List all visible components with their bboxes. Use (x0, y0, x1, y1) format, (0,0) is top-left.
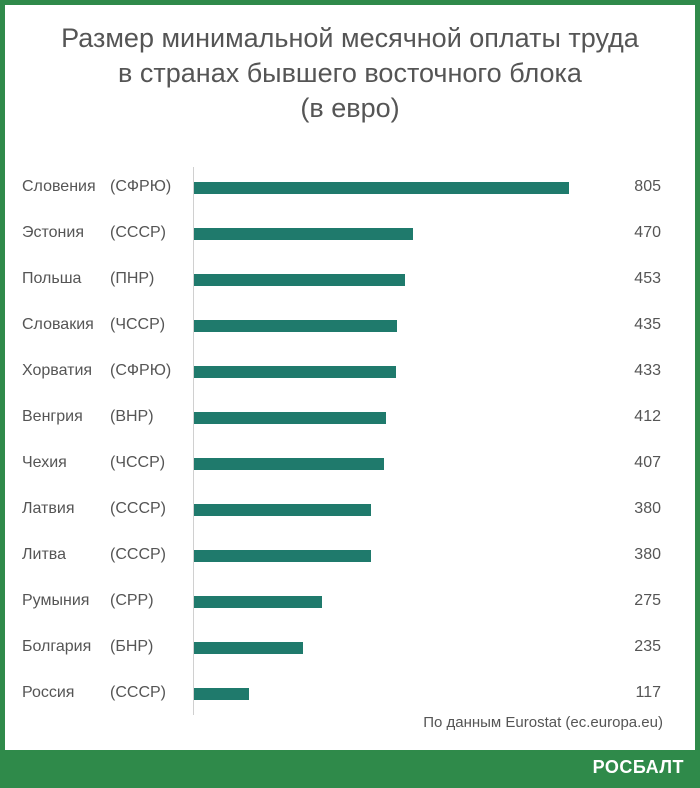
data-label: 470 (634, 224, 661, 241)
bloc-name: (СССР) (110, 684, 166, 701)
bloc-name: (БНР) (110, 638, 154, 655)
country-name: Словакия (22, 316, 94, 333)
bloc-name: (СРР) (110, 592, 154, 609)
bar (194, 228, 413, 240)
bar (194, 458, 384, 470)
bar (194, 504, 371, 516)
bloc-name: (СФРЮ) (110, 362, 172, 379)
category-label: Эстония (СССР) (22, 224, 166, 244)
data-label: 235 (634, 638, 661, 655)
country-name: Россия (22, 684, 75, 701)
bloc-name: (СССР) (110, 546, 166, 563)
data-label: 407 (634, 454, 661, 471)
bloc-name: (СССР) (110, 500, 166, 517)
data-label: 117 (635, 684, 661, 701)
country-name: Эстония (22, 224, 84, 241)
data-label: 435 (634, 316, 661, 333)
bar (194, 642, 303, 654)
bloc-name: (ПНР) (110, 270, 155, 287)
category-label: Румыния (СРР) (22, 592, 154, 612)
category-label: Словения (СФРЮ) (22, 178, 171, 198)
data-label: 805 (634, 178, 661, 195)
category-label: Латвия (СССР) (22, 500, 166, 520)
chart-title-line-1: Размер минимальной месячной оплаты труда (61, 23, 639, 53)
bar (194, 366, 396, 378)
country-name: Латвия (22, 500, 75, 517)
brand-logo-text: РОСБАЛТ (592, 757, 684, 777)
chart-title-line-2: в странах бывшего восточного блока (118, 58, 582, 88)
bar (194, 550, 371, 562)
data-label: 412 (634, 408, 661, 425)
country-name: Чехия (22, 454, 67, 471)
source-note: По данным Eurostat (ec.europa.eu) (423, 714, 663, 731)
data-label: 433 (634, 362, 661, 379)
chart-title-line-3: (в евро) (300, 93, 400, 123)
bloc-name: (СССР) (110, 224, 166, 241)
bar (194, 688, 249, 700)
data-label: 380 (634, 500, 661, 517)
country-name: Румыния (22, 592, 90, 609)
data-label: 275 (634, 592, 661, 609)
bloc-name: (ЧССР) (110, 454, 166, 471)
data-label: 453 (634, 270, 661, 287)
data-label: 380 (634, 546, 661, 563)
bar (194, 274, 405, 286)
category-label: Болгария (БНР) (22, 638, 153, 658)
country-name: Хорватия (22, 362, 93, 379)
country-name: Словения (22, 178, 96, 195)
country-name: Болгария (22, 638, 92, 655)
country-name: Литва (22, 546, 66, 563)
category-label: Польша (ПНР) (22, 270, 154, 290)
bloc-name: (СФРЮ) (110, 178, 172, 195)
category-label: Чехия (ЧССР) (22, 454, 165, 474)
bloc-name: (ЧССР) (110, 316, 166, 333)
bar (194, 182, 569, 194)
chart-frame: Размер минимальной месячной оплаты труда… (5, 5, 695, 750)
category-axis-line (193, 167, 194, 715)
category-label: Хорватия (СФРЮ) (22, 362, 171, 382)
chart-title: Размер минимальной месячной оплаты труда… (5, 21, 695, 126)
category-label: Россия (СССР) (22, 684, 166, 704)
bloc-name: (ВНР) (110, 408, 154, 425)
bar (194, 596, 322, 608)
country-name: Венгрия (22, 408, 83, 425)
category-label: Словакия (ЧССР) (22, 316, 165, 336)
bar (194, 320, 397, 332)
country-name: Польша (22, 270, 82, 287)
category-label: Венгрия (ВНР) (22, 408, 154, 428)
category-label: Литва (СССР) (22, 546, 166, 566)
bar (194, 412, 386, 424)
